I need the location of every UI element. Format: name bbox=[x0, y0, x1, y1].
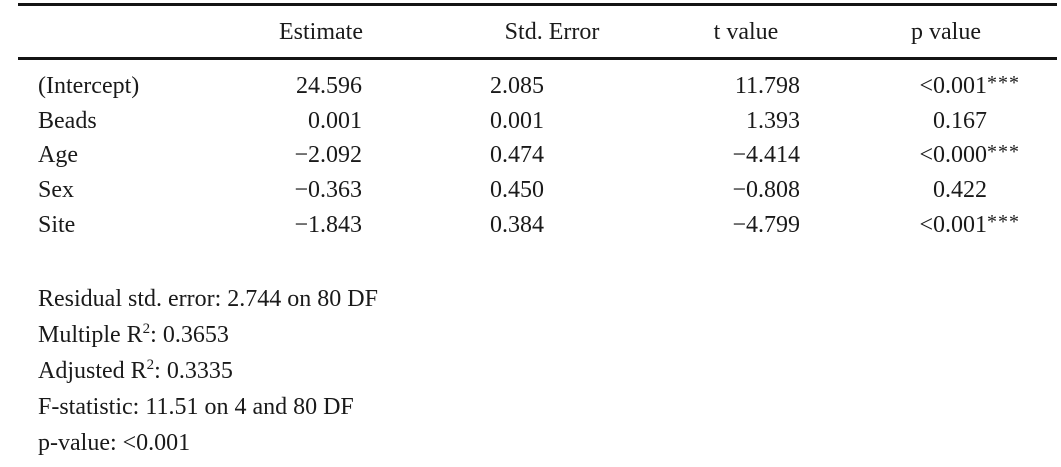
significance-stars: *** bbox=[987, 141, 1020, 164]
p-value-cell: 0.167 bbox=[818, 108, 1057, 135]
p-value-cell: <0.001 *** bbox=[818, 210, 1057, 239]
p-value-cell: 0.422 bbox=[818, 177, 1057, 204]
std-error-value: 2.085 bbox=[490, 72, 544, 99]
column-header-std-error: Std. Error bbox=[504, 19, 600, 45]
p-value: 0.167 bbox=[933, 107, 987, 134]
std-error-value: 0.474 bbox=[490, 142, 544, 169]
summary-text: p-value: <0.001 bbox=[38, 430, 191, 456]
table-row-age: Age −2.092 0.474 −4.414 <0.000 *** bbox=[18, 139, 1057, 174]
significance-stars: *** bbox=[987, 210, 1020, 233]
table-mid-rule bbox=[18, 57, 1057, 60]
std-error-value: 0.384 bbox=[490, 211, 544, 238]
std-error-value: 0.001 bbox=[490, 107, 544, 134]
t-value: 11.798 bbox=[734, 72, 800, 99]
table-body: (Intercept) 24.596 2.085 11.798 <0.001 *… bbox=[18, 69, 1057, 243]
row-label: Beads bbox=[38, 107, 97, 134]
summary-line-f-statistic: F-statistic: 11.51 on 4 and 80 DF bbox=[38, 389, 378, 425]
summary-text: F-statistic: 11.51 on 4 and 80 DF bbox=[38, 394, 354, 420]
column-header-p-value: p value bbox=[911, 19, 981, 45]
p-value-cell: <0.001 *** bbox=[818, 71, 1057, 100]
t-value: −0.808 bbox=[732, 177, 800, 204]
p-value: <0.000 bbox=[919, 142, 987, 169]
estimate-value: −2.092 bbox=[294, 142, 362, 169]
summary-line-multiple-r-squared: Multiple R2: 0.3653 bbox=[38, 317, 378, 353]
table-row-site: Site −1.843 0.384 −4.799 <0.001 *** bbox=[18, 208, 1057, 243]
summary-text: Multiple R bbox=[38, 322, 143, 348]
superscript: 2 bbox=[142, 321, 151, 337]
estimate-value: −1.843 bbox=[294, 211, 362, 238]
p-value-cell: <0.000 *** bbox=[818, 141, 1057, 169]
table-row-beads: Beads 0.001 0.001 1.393 0.167 bbox=[18, 104, 1057, 139]
summary-text: Residual std. error: 2.744 on 80 DF bbox=[38, 286, 378, 312]
summary-line-p-value: p-value: <0.001 bbox=[38, 425, 378, 461]
model-summary-block: Residual std. error: 2.744 on 80 DF Mult… bbox=[38, 281, 378, 461]
t-value: −4.414 bbox=[732, 142, 800, 169]
t-value: −4.799 bbox=[732, 211, 800, 238]
estimate-value: 0.001 bbox=[308, 107, 362, 134]
summary-text: Adjusted R bbox=[38, 358, 147, 384]
column-header-estimate: Estimate bbox=[279, 19, 363, 45]
row-label: Sex bbox=[38, 177, 74, 204]
summary-line-residual-std-error: Residual std. error: 2.744 on 80 DF bbox=[38, 281, 378, 317]
table-row-intercept: (Intercept) 24.596 2.085 11.798 <0.001 *… bbox=[18, 69, 1057, 104]
superscript: 2 bbox=[146, 357, 155, 373]
summary-text: : 0.3335 bbox=[154, 358, 233, 384]
summary-line-adjusted-r-squared: Adjusted R2: 0.3335 bbox=[38, 353, 378, 389]
row-label: (Intercept) bbox=[38, 72, 140, 99]
std-error-value: 0.450 bbox=[490, 177, 544, 204]
summary-text: : 0.3653 bbox=[150, 322, 229, 348]
significance-stars: *** bbox=[987, 71, 1020, 94]
t-value: 1.393 bbox=[746, 107, 800, 134]
table-header-row: Estimate Std. Error t value p value bbox=[0, 17, 1061, 49]
row-label: Age bbox=[38, 142, 78, 169]
estimate-value: 24.596 bbox=[296, 72, 362, 99]
p-value: <0.001 bbox=[919, 211, 987, 238]
column-header-t-value: t value bbox=[713, 19, 779, 45]
p-value: <0.001 bbox=[919, 72, 987, 99]
table-top-rule bbox=[18, 3, 1057, 6]
row-label: Site bbox=[38, 211, 76, 238]
estimate-value: −0.363 bbox=[294, 177, 362, 204]
p-value: 0.422 bbox=[933, 177, 987, 204]
table-row-sex: Sex −0.363 0.450 −0.808 0.422 bbox=[18, 173, 1057, 208]
